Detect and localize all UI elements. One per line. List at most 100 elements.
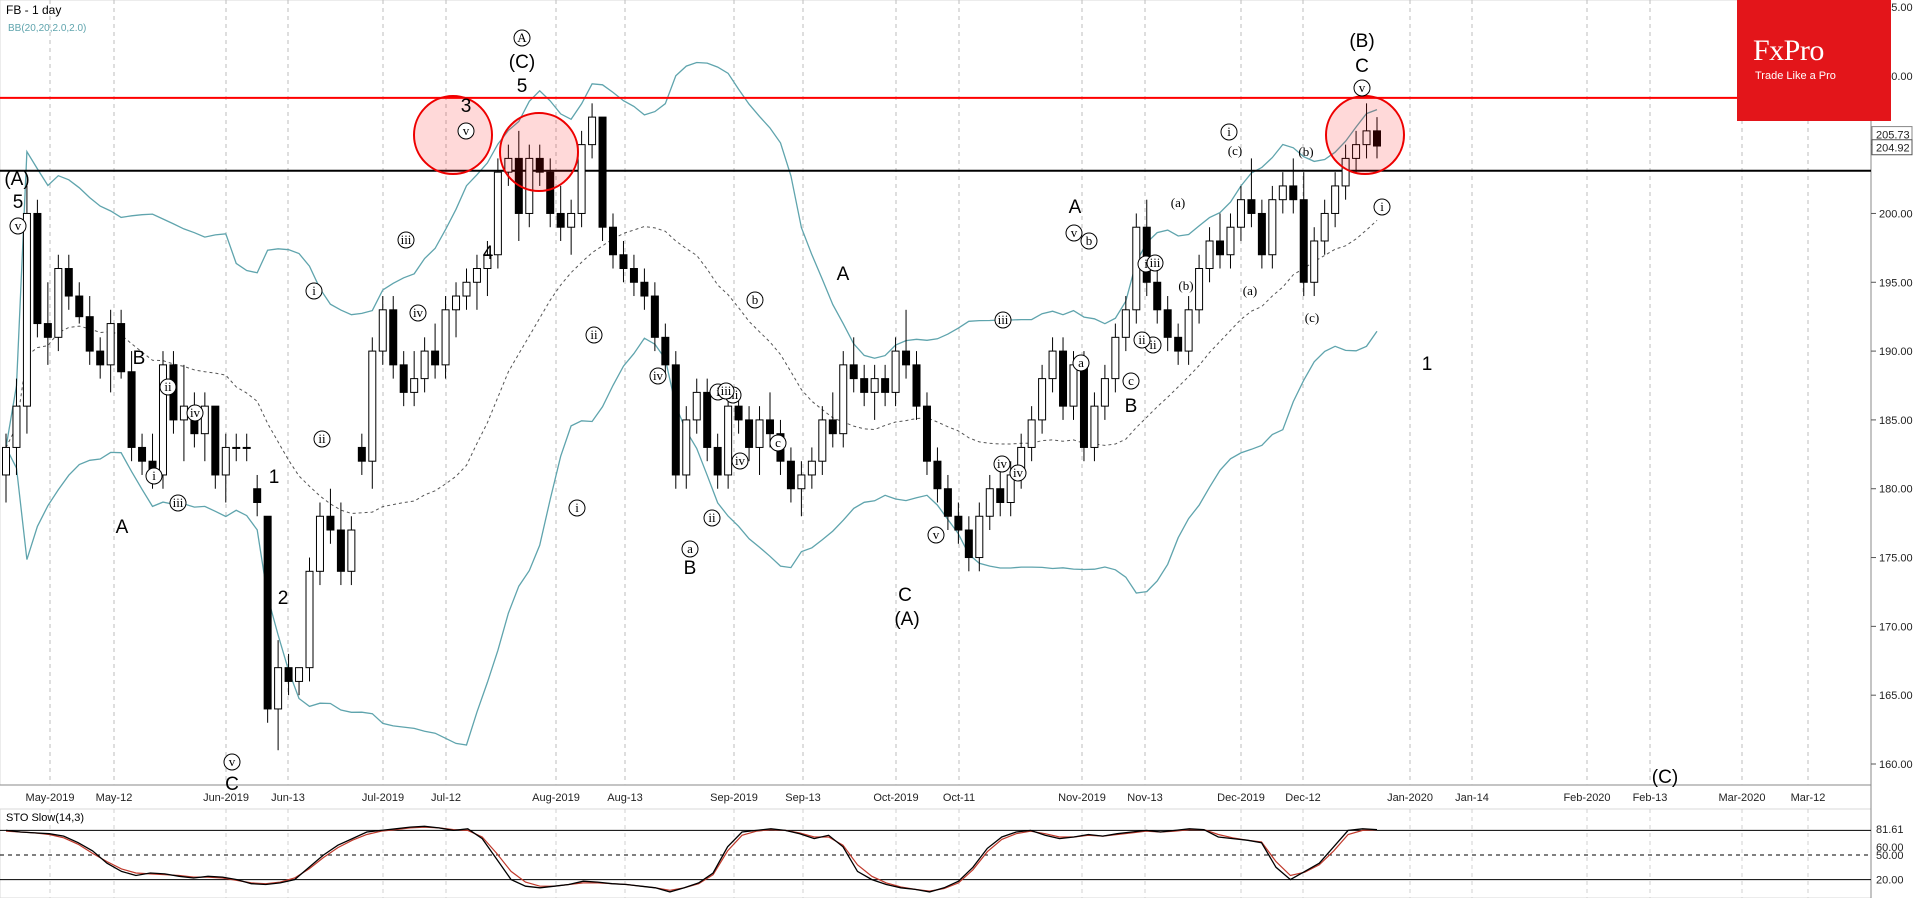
- candle-body: [881, 378, 890, 393]
- wave-circle: [409, 304, 427, 322]
- wave-circle-label: iv: [1013, 465, 1024, 480]
- candle-body: [85, 316, 94, 352]
- upper-band: [5, 61, 1378, 448]
- candle-body: [1195, 268, 1204, 311]
- wave-lettered-label: (b): [1178, 278, 1193, 293]
- candle-body: [839, 364, 848, 435]
- candle-body: [954, 515, 963, 531]
- candle-body: [305, 570, 314, 669]
- candle-body: [315, 515, 324, 572]
- candle-body: [263, 515, 272, 710]
- candle-body: [347, 529, 356, 572]
- wave-circle: [513, 29, 531, 47]
- osc-axis-label: 81.61: [1876, 824, 1904, 836]
- candle-body: [985, 488, 994, 517]
- wave-circle: [397, 231, 415, 249]
- wave-circle-label: a: [687, 541, 693, 556]
- wave-circle-label: ii: [708, 510, 716, 525]
- wave-label: B: [133, 348, 146, 369]
- candle-body: [1038, 378, 1047, 421]
- candle-body: [410, 378, 419, 393]
- candle-body: [441, 309, 450, 366]
- candle-body: [1153, 281, 1162, 311]
- candle-body: [1299, 199, 1308, 283]
- wave-circle-label: iv: [190, 405, 201, 420]
- wave-circle-label: iv: [997, 456, 1008, 471]
- candle-body: [849, 364, 858, 380]
- candle-body: [284, 667, 293, 682]
- fxpro-logo[interactable]: FxPro Trade Like a Pro: [1737, 0, 1891, 121]
- time-tick-label: Oct-2019: [873, 792, 918, 804]
- wave-circle-label: i: [312, 283, 316, 298]
- wave-circle-label: b: [1086, 233, 1093, 248]
- candle-body: [211, 405, 220, 476]
- wave-circle: [746, 291, 764, 309]
- candle-body: [242, 446, 251, 449]
- wave-label: 5: [517, 76, 528, 97]
- wave-circle: [9, 217, 27, 235]
- candle-body: [682, 419, 691, 476]
- price-tick-label: 195.00: [1879, 277, 1913, 289]
- wave-circle: [993, 455, 1011, 473]
- candle-body: [922, 405, 931, 462]
- wave-circle: [305, 282, 323, 300]
- wave-circle-label: i: [1227, 124, 1231, 139]
- wave-circle: [1133, 331, 1151, 349]
- oscillator-panel-frame: [0, 808, 1872, 898]
- wave-label: B: [684, 558, 697, 579]
- price-tick-label: 175.00: [1879, 553, 1913, 565]
- candle-body: [1373, 130, 1381, 147]
- wave-circle: [169, 494, 187, 512]
- osc-axis-label: 60.00: [1876, 842, 1904, 854]
- candle-body: [692, 391, 701, 421]
- horizontal-levels: [0, 96, 1871, 172]
- wave-circle: [649, 367, 667, 385]
- wave-circle: [994, 311, 1012, 329]
- candle-body: [1362, 130, 1371, 146]
- price-tick-label: 165.00: [1879, 690, 1913, 702]
- wave-circle: [1072, 354, 1090, 372]
- wave-circle: [1373, 198, 1391, 216]
- wave-circle-label: iv: [735, 453, 746, 468]
- candle-body: [1247, 199, 1256, 214]
- wave-circle-label: iii: [401, 232, 412, 247]
- wave-label: (A): [4, 169, 29, 190]
- wave-lettered-label: (c): [1228, 143, 1242, 158]
- candle-body: [389, 309, 398, 366]
- wave-label: C: [898, 585, 912, 606]
- wave-circle: [313, 430, 331, 448]
- candle-body: [1352, 144, 1361, 159]
- wave-circle-label: ii: [164, 379, 172, 394]
- candle-body: [96, 350, 105, 366]
- lower-band: [5, 330, 1378, 746]
- candle-body: [650, 295, 659, 338]
- candle-body: [158, 364, 167, 476]
- candle-body: [703, 391, 712, 448]
- candle-body: [786, 460, 795, 490]
- time-tick-label: Mar-2020: [1718, 792, 1765, 804]
- price-tick-label: 180.00: [1879, 484, 1913, 496]
- highlight-circles: [413, 95, 1405, 192]
- wave-circle-label: ii: [318, 431, 326, 446]
- wave-lettered-label: (a): [1171, 195, 1185, 210]
- candle-body: [504, 157, 513, 173]
- candle-body: [797, 474, 806, 490]
- candle-body: [1163, 309, 1172, 338]
- candle-body: [452, 295, 461, 311]
- candle-body: [912, 364, 921, 407]
- wave-circle-label: c: [1128, 373, 1134, 388]
- candle-body: [378, 309, 387, 352]
- wave-circle: [1122, 372, 1140, 390]
- wave-labels: (A)5BAC1234(C)5ABC(A)AB(B)C1(C)Aviiiviii…: [4, 29, 1678, 795]
- price-axis: 215.00210.00205.00200.00195.00190.00185.…: [1871, 2, 1913, 771]
- candle-body: [1278, 185, 1287, 201]
- wave-circle: [1146, 254, 1164, 272]
- wave-label: (B): [1349, 31, 1374, 52]
- wave-circle-label: iv: [653, 368, 664, 383]
- time-tick-label: Dec-12: [1285, 792, 1320, 804]
- candle-body: [1184, 309, 1193, 352]
- wave-circle: [717, 382, 735, 400]
- candle-body: [1216, 240, 1225, 256]
- candle-body: [232, 446, 241, 449]
